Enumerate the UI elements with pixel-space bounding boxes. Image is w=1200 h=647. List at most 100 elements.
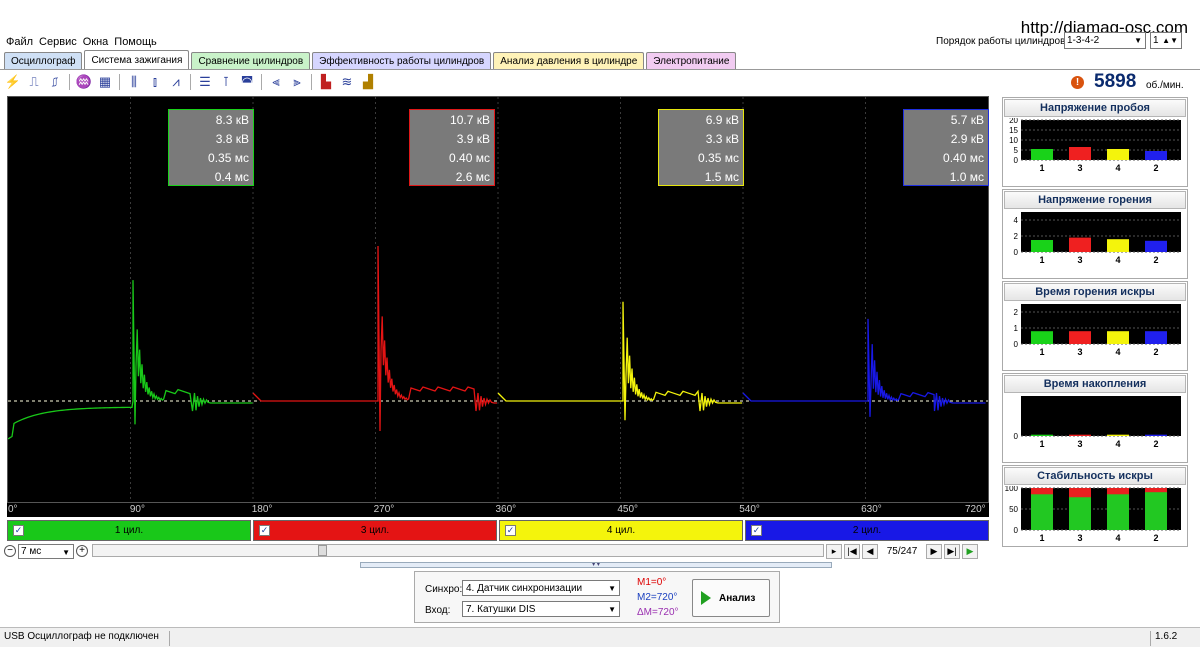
checkbox-icon[interactable]: ✓ — [13, 525, 24, 536]
sync-label: Синхро: — [425, 584, 463, 595]
cylinder-count-stepper[interactable]: 1 ▲▼ — [1150, 32, 1182, 49]
checkbox-icon[interactable]: ✓ — [259, 525, 270, 536]
measurement-box-cyl-3: 5.7 кВ 2.9 кВ 0.40 мс 1.0 мс — [903, 109, 989, 186]
range-icon[interactable]: ⊺ — [222, 74, 230, 89]
last-frame-button[interactable]: ▶| — [944, 543, 960, 559]
marker-m2: M2=720° — [637, 592, 678, 603]
x-tick-label: 2 — [1153, 163, 1158, 173]
frame-counter: 75/247 — [886, 545, 918, 557]
menu-item-3[interactable]: Помощь — [114, 36, 157, 48]
analyze-button[interactable]: Анализ — [692, 579, 770, 617]
lines-icon[interactable]: ☰ — [199, 74, 211, 89]
bar — [1069, 434, 1091, 436]
measurement-box-cyl-0: 8.3 кВ 3.8 кВ 0.35 мс 0.4 мс — [168, 109, 254, 186]
chart-b-icon[interactable]: ⫸ — [293, 74, 301, 89]
scroll-right-button[interactable]: ▸ — [826, 543, 842, 559]
stats-panel-3: Время накопления 0 1 3 4 2 — [1002, 373, 1188, 463]
x-tick-label: 4 — [1115, 255, 1120, 265]
cylinder-toggle-3[interactable]: ✓ 2 цил. — [745, 520, 989, 541]
toolbar-separator — [69, 74, 70, 90]
zoom-out-button[interactable]: − — [4, 545, 16, 557]
bar — [1031, 434, 1053, 436]
bar-chart: 2 1 0 1 3 4 2 — [1014, 304, 1181, 357]
stats-panel-2: Время горения искры 2 1 0 1 3 4 2 — [1002, 281, 1188, 371]
bar — [1069, 497, 1091, 530]
toolbar-separator — [261, 74, 262, 90]
toolbar: ⚡ ⎍ ⎎ ♒ ▦ ⫼ ⫾ ⩘ ☰ ⊺ ◚ ⫷ ⫸ ▙ ≋ ▟ — [4, 72, 377, 92]
tab-1[interactable]: Система зажигания — [84, 50, 190, 69]
bar — [1107, 149, 1129, 160]
sync-select[interactable]: 4. Датчик синхронизации ▼ — [462, 580, 620, 596]
panel-splitter[interactable]: ▾ ▾ — [360, 562, 832, 568]
menu-item-0[interactable]: Файл — [6, 36, 34, 48]
checkbox-icon[interactable]: ✓ — [751, 525, 762, 536]
tab-3[interactable]: Эффективность работы цилиндров — [312, 52, 492, 69]
stats-panel-1: Напряжение горения 4 2 0 1 3 4 2 — [1002, 189, 1188, 279]
probe-icon[interactable]: ♒ — [75, 74, 93, 89]
warning-icon: ! — [1071, 76, 1084, 89]
rise-icon[interactable]: ⎍ — [29, 74, 39, 89]
x-tick-label: 3 — [1077, 163, 1082, 173]
table-icon[interactable]: ▦ — [98, 74, 112, 89]
sync-value: 4. Датчик синхронизации — [466, 582, 583, 594]
scrollbar-thumb[interactable] — [318, 545, 327, 556]
bar-multi-icon[interactable]: ▟ — [363, 74, 373, 89]
website-url[interactable]: http://diamag-osc.com — [1020, 18, 1188, 37]
bar-red-icon[interactable]: ▙ — [321, 74, 331, 89]
panel-title: Напряжение пробоя — [1004, 99, 1186, 117]
cyl-grid-icon[interactable]: ⫼ — [131, 74, 137, 89]
y-tick-label: 5 — [1014, 146, 1019, 155]
waves-icon[interactable]: ≋ — [341, 74, 353, 89]
x-tick: 720° — [965, 504, 986, 515]
cylinder-toggle-1[interactable]: ✓ 3 цил. — [253, 520, 497, 541]
input-select[interactable]: 7. Катушки DIS ▼ — [462, 601, 620, 617]
tab-5[interactable]: Электропитание — [646, 52, 737, 69]
checkbox-icon[interactable]: ✓ — [505, 525, 516, 536]
x-tick-label: 1 — [1039, 347, 1044, 357]
cylinder-toggle-0[interactable]: ✓ 1 цил. — [7, 520, 251, 541]
cycle-icon[interactable]: ◚ — [240, 74, 254, 89]
marker-delta: ΔM=720° — [637, 607, 679, 618]
tab-divider — [0, 69, 1200, 70]
zoom-controls: − 7 мс ▼ + — [4, 543, 88, 559]
cylinder-label: 3 цил. — [360, 525, 390, 536]
measurement-value: 3.3 кВ — [705, 132, 739, 146]
y-tick-label: 0 — [1014, 156, 1019, 165]
waveform-cyl-3 — [742, 318, 986, 417]
y-tick-label: 0 — [1014, 526, 1019, 535]
play-button[interactable]: ▶ — [962, 543, 978, 559]
menu-item-2[interactable]: Окна — [82, 36, 109, 48]
cylinder-order-select[interactable]: 1-3-4-2 ▼ — [1064, 32, 1146, 49]
tab-bar: Осциллограф Система зажигания Сравнение ци… — [4, 50, 737, 70]
input-value: 7. Катушки DIS — [466, 603, 536, 615]
x-tick-label: 1 — [1039, 439, 1044, 449]
menu-item-1[interactable]: Сервис — [39, 36, 77, 48]
first-frame-button[interactable]: |◀ — [844, 543, 860, 559]
bar — [1145, 492, 1167, 530]
horizontal-scrollbar[interactable] — [92, 544, 824, 557]
next-frame-button[interactable]: ▶ — [926, 543, 942, 559]
spark-icon[interactable]: ⚡ — [4, 74, 22, 89]
chart-a-icon[interactable]: ⫷ — [272, 74, 280, 89]
zoom-in-button[interactable]: + — [76, 545, 88, 557]
time-scale-select[interactable]: 7 мс ▼ — [18, 543, 74, 559]
x-tick-label: 2 — [1153, 439, 1158, 449]
x-axis: 0° 90° 180° 270° 360° 450° 540° 630° 720° — [7, 503, 989, 517]
prev-frame-button[interactable]: ◀ — [862, 543, 878, 559]
bar-chart: 4 2 0 1 3 4 2 — [1014, 212, 1181, 265]
tab-2[interactable]: Сравнение цилиндров — [191, 52, 311, 69]
cylinder-bar: ✓ 1 цил. ✓ 3 цил. ✓ 4 цил. ✓ 2 цил. — [7, 520, 989, 541]
tab-0[interactable]: Осциллограф — [4, 52, 83, 69]
cylinder-toggle-2[interactable]: ✓ 4 цил. — [499, 520, 743, 541]
y-tick-label: 1 — [1014, 324, 1019, 333]
measurement-value: 1.0 мс — [949, 170, 984, 184]
tab-4[interactable]: Анализ давления в цилиндре — [493, 52, 645, 69]
compare-icon[interactable]: ⫾ — [152, 74, 158, 89]
fall-icon[interactable]: ⎎ — [51, 74, 59, 89]
measurement-box-cyl-2: 6.9 кВ 3.3 кВ 0.35 мс 1.5 мс — [658, 109, 744, 186]
measurement-value: 0.4 мс — [214, 170, 249, 184]
waveform-cyl-2 — [497, 301, 742, 421]
oscilloscope-display[interactable]: 8.3 кВ 3.8 кВ 0.35 мс 0.4 мс 10.7 кВ 3.9 кВ 0.… — [7, 96, 989, 503]
sparkline-icon[interactable]: ⩘ — [172, 74, 180, 89]
